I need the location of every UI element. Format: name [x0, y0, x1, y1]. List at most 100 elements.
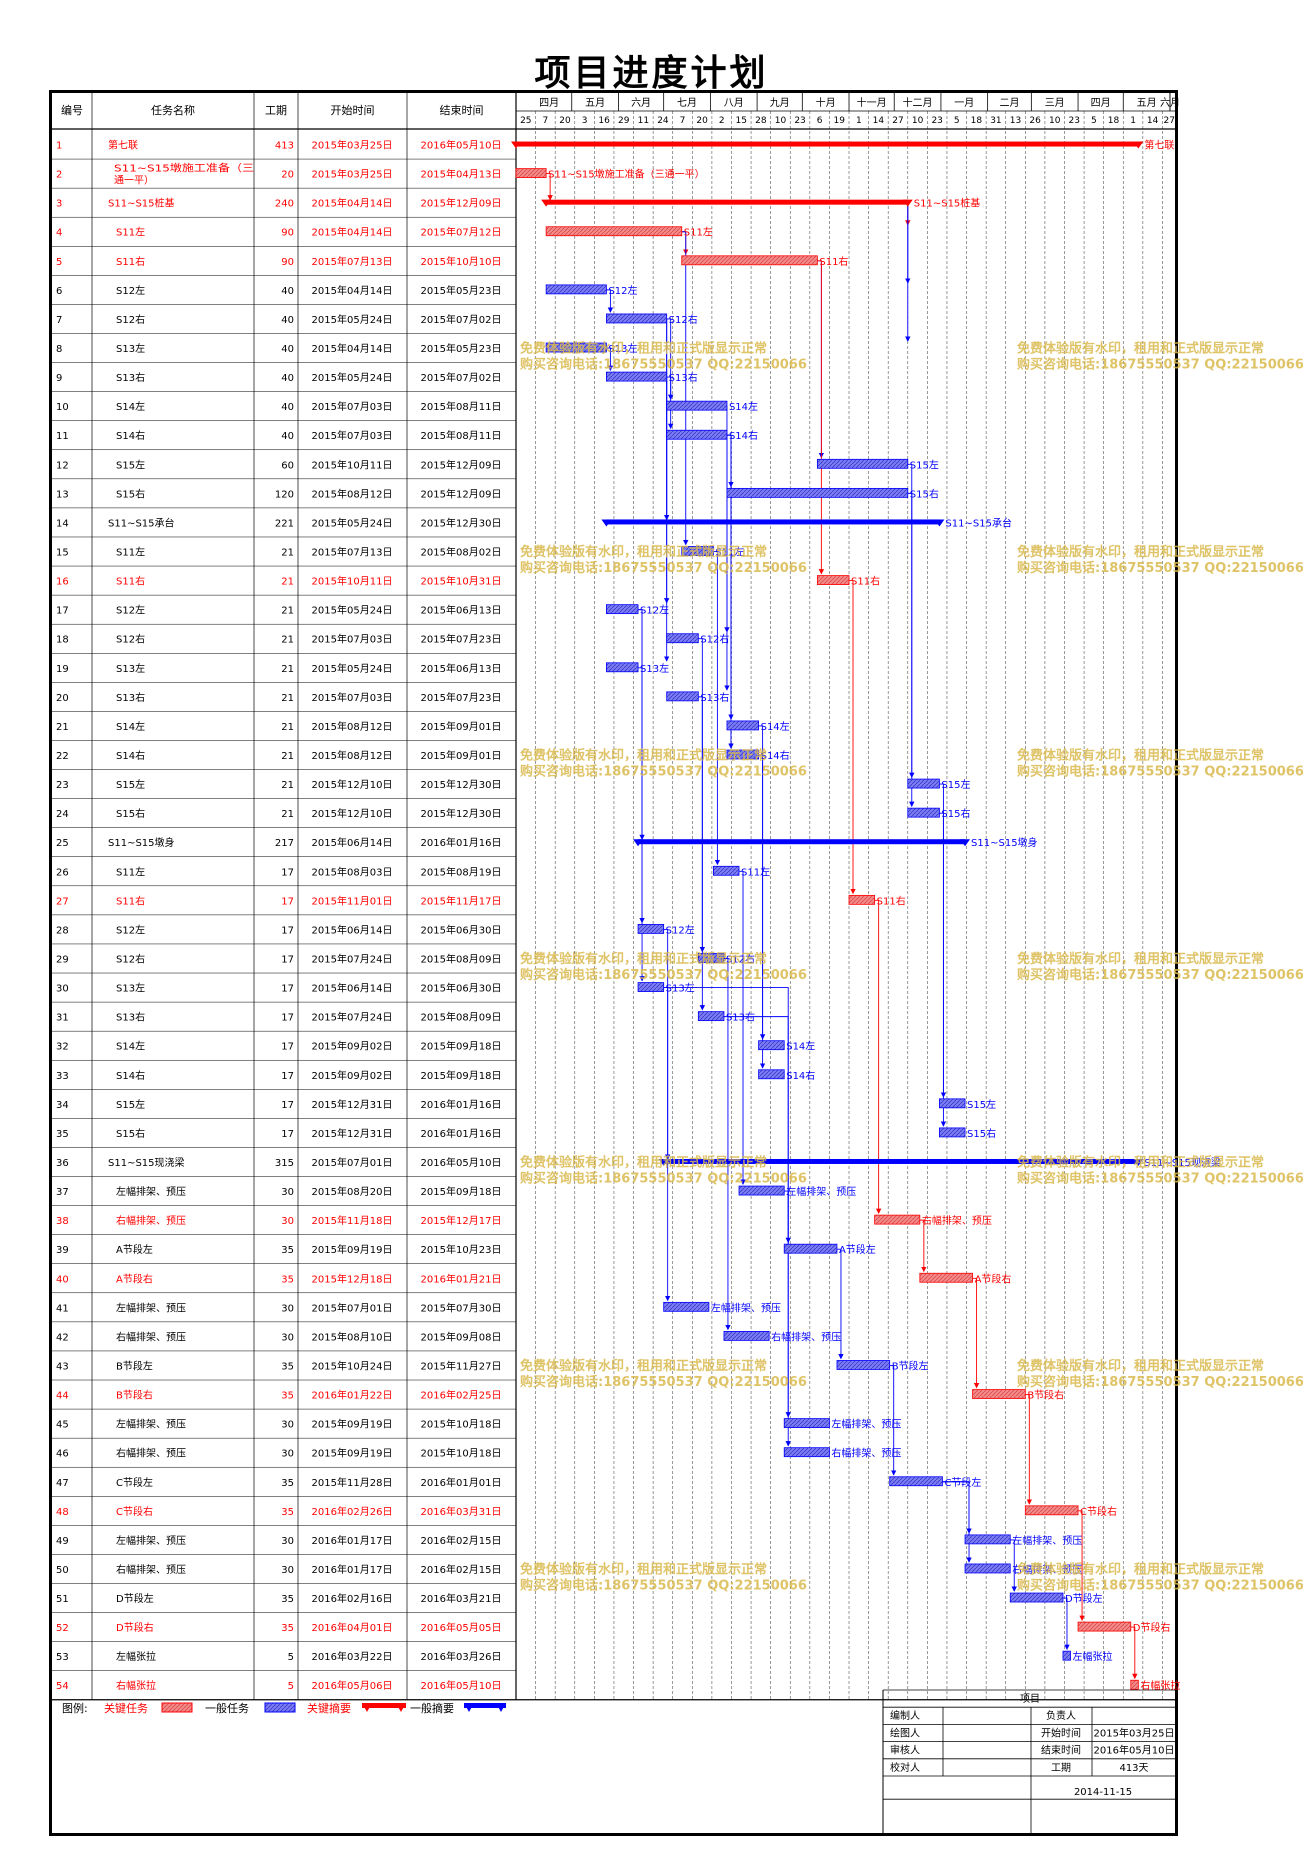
cell-duration: 17	[281, 867, 294, 878]
task-bar	[907, 807, 940, 818]
cell-start: 2015年05月24日	[312, 662, 393, 675]
cell-start: 2015年07月03日	[312, 400, 393, 413]
cell-start: 2015年08月12日	[312, 749, 393, 762]
dependency-link	[723, 1016, 791, 1447]
cell-id: 37	[56, 1187, 69, 1198]
cell-start: 2015年05月24日	[312, 604, 393, 617]
task-bar	[606, 313, 668, 324]
watermark-text: 免费体验版有水印，租用和正式版显示正常	[1017, 1155, 1264, 1171]
dependency-link	[726, 434, 734, 488]
bar-label: 左幅排架、预压	[786, 1185, 856, 1198]
cell-name: S14右	[116, 749, 145, 762]
month-label: 七月	[677, 97, 697, 109]
bar-label: 右幅排架、预压	[1012, 1563, 1082, 1576]
cell-duration: 40	[281, 402, 294, 413]
summary-bar-end-cap	[934, 519, 945, 527]
cell-start: 2016年02月26日	[312, 1505, 393, 1518]
cell-name: S12左	[116, 284, 145, 297]
bar-label: S11右	[819, 255, 848, 268]
cell-end: 2016年02月15日	[421, 1563, 502, 1576]
cell-start: 2015年03月25日	[312, 139, 393, 152]
task-bar	[738, 1185, 785, 1196]
task-bar	[836, 1360, 891, 1370]
summary-bar	[546, 199, 908, 205]
watermark-text: 购买咨询电话:18675550537 QQ:22150066	[1017, 764, 1303, 780]
cell-name: S11~S15承台	[108, 516, 175, 529]
cell-id: 9	[56, 373, 62, 384]
bar-label: S11右	[851, 575, 880, 588]
week-tick-label: 18	[971, 116, 983, 126]
cell-duration: 30	[281, 1303, 294, 1314]
cell-end: 2015年07月02日	[421, 313, 502, 326]
cell-start: 2015年12月31日	[312, 1098, 393, 1111]
week-tick-label: 27	[1163, 116, 1174, 126]
cell-name: 左幅排架、预压	[116, 1418, 186, 1431]
cell-name: 右幅排架、预压	[116, 1563, 186, 1576]
cell-id: 19	[56, 664, 69, 675]
cell-start: 2015年07月13日	[312, 255, 393, 268]
cell-name: S14左	[116, 1040, 145, 1053]
watermark-text: 免费体验版有水印，租用和正式版显示正常	[1017, 951, 1264, 967]
bar-label: S12右	[726, 952, 755, 965]
cell-id: 24	[56, 809, 69, 820]
week-tick-label: 14	[1147, 116, 1159, 126]
cell-id: 52	[56, 1623, 69, 1634]
cell-duration: 21	[281, 751, 294, 762]
cell-id: 10	[56, 402, 69, 413]
cell-start: 2015年05月24日	[312, 516, 393, 529]
cell-start: 2016年01月22日	[312, 1389, 393, 1402]
task-bar	[816, 458, 909, 469]
dependency-link	[1078, 1510, 1085, 1621]
cell-start: 2015年08月12日	[312, 487, 393, 500]
dependency-link	[666, 318, 674, 401]
legend-critical-summary-swatch	[362, 1703, 406, 1712]
cell-duration: 17	[281, 1100, 294, 1111]
dependency-link	[739, 870, 746, 1185]
week-tick-label: 2	[719, 116, 725, 126]
page-title: 项目进度计划	[534, 52, 769, 94]
cell-start: 2015年09月02日	[312, 1040, 393, 1053]
month-label: 十一月	[857, 96, 887, 109]
cell-end: 2015年07月23日	[421, 691, 502, 704]
cell-start: 2015年09月19日	[312, 1243, 393, 1256]
cell-duration: 35	[281, 1274, 294, 1285]
cell-id: 38	[56, 1216, 69, 1227]
task-bar	[874, 1214, 921, 1225]
cell-id: 46	[56, 1449, 69, 1460]
task-bar	[663, 1301, 710, 1312]
bar-label: S13左	[666, 982, 695, 995]
task-bar	[545, 284, 607, 295]
title-block-end_label: 结束时间	[1041, 1744, 1081, 1757]
watermark-text: 购买咨询电话:18675550537 QQ:22150066	[1017, 1578, 1303, 1594]
cell-name: 左幅排架、预压	[116, 1185, 186, 1198]
bar-label: S12右	[700, 633, 729, 646]
watermark-text: 免费体验版有水印，租用和正式版显示正常	[520, 1562, 767, 1578]
task-bar	[1077, 1621, 1132, 1632]
cell-end: 2015年08月11日	[421, 400, 502, 413]
summary-bar	[663, 1158, 1139, 1164]
bar-label: 第七联	[1144, 139, 1174, 152]
week-tick-label: 18	[1108, 116, 1120, 126]
title-block-end_value: 2016年05月10日	[1094, 1744, 1175, 1757]
week-tick-label: 16	[598, 116, 610, 126]
cell-start: 2015年07月24日	[312, 952, 393, 965]
cell-duration: 120	[275, 489, 294, 500]
cell-id: 35	[56, 1129, 69, 1140]
dependency-link	[817, 260, 825, 459]
cell-duration: 30	[281, 1565, 294, 1576]
task-bar	[666, 429, 728, 440]
dependency-link	[681, 231, 689, 546]
cell-name: S11右	[116, 894, 145, 907]
bar-label: 左幅排架、预压	[711, 1301, 781, 1314]
summary-bar-start-cap	[541, 199, 552, 207]
task-bar	[712, 865, 740, 876]
bar-label: S11~S15墩身	[971, 836, 1038, 849]
task-bar	[726, 720, 760, 731]
cell-start: 2015年12月18日	[312, 1272, 393, 1285]
week-tick-label: 6	[817, 116, 823, 126]
task-bar	[606, 604, 639, 615]
task-bar	[666, 400, 728, 411]
task-bar	[758, 1069, 785, 1080]
